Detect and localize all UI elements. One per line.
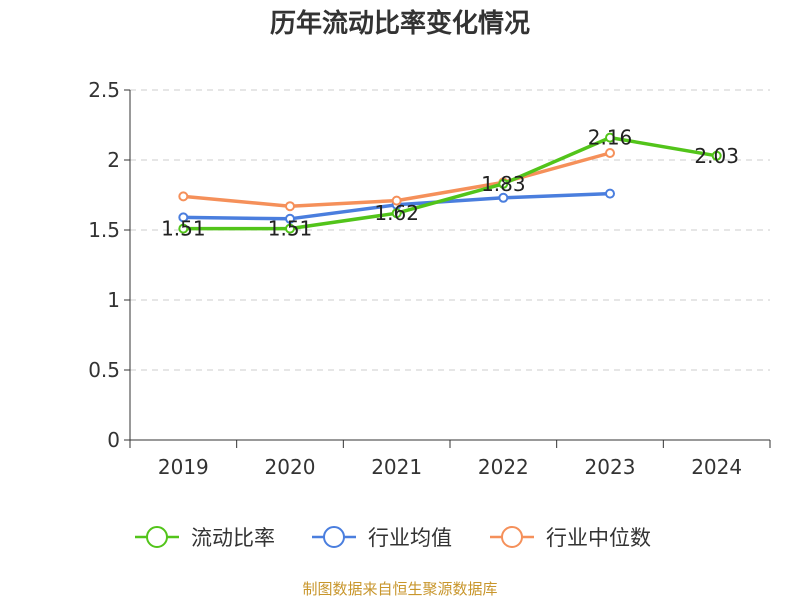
data-point xyxy=(285,201,295,212)
legend-item-2[interactable]: 行业中位数 xyxy=(490,526,651,550)
series-line-0 xyxy=(183,135,717,231)
grid-lines xyxy=(130,89,770,371)
y-tick-label: 1.5 xyxy=(88,218,120,242)
y-tick-label: 0.5 xyxy=(88,358,120,382)
data-point xyxy=(498,192,509,203)
legend-marker xyxy=(501,526,523,548)
data-point xyxy=(498,178,509,189)
data-point xyxy=(178,223,189,234)
data-point xyxy=(605,148,615,158)
x-tick-label: 2022 xyxy=(478,455,529,479)
legend-marker xyxy=(323,526,345,548)
data-label: 2.16 xyxy=(588,126,633,150)
data-label: 1.83 xyxy=(481,172,526,196)
y-tick-label: 2 xyxy=(107,148,120,172)
legend-label: 行业中位数 xyxy=(546,526,651,550)
data-label: 1.62 xyxy=(374,201,419,225)
x-tick-label: 2024 xyxy=(691,455,742,479)
axes: 0 0.5 1 1.5 2 2.5 2019 2020 2021 2022 2023 2024 xyxy=(88,78,771,479)
data-point xyxy=(285,223,295,234)
data-point xyxy=(711,150,722,161)
y-tick-label: 1 xyxy=(107,288,120,312)
x-tick-label: 2019 xyxy=(158,455,209,479)
y-tick-label: 2.5 xyxy=(88,78,120,102)
data-point xyxy=(285,213,295,224)
data-label: 2.03 xyxy=(694,144,739,168)
y-tick-label: 0 xyxy=(107,428,120,452)
chart-title: 历年流动比率变化情况 xyxy=(270,8,530,39)
legend-item-0[interactable]: 流动比率 xyxy=(135,526,275,550)
legend-label: 行业均值 xyxy=(368,526,452,550)
data-label: 1.51 xyxy=(161,217,206,241)
x-tick-label: 2023 xyxy=(585,455,636,479)
data-point xyxy=(178,212,189,223)
legend[interactable]: 流动比率 行业均值 行业中位数 xyxy=(135,526,651,550)
data-point xyxy=(178,191,189,202)
data-point xyxy=(605,188,615,199)
data-point xyxy=(605,132,615,143)
legend-marker xyxy=(146,526,168,548)
series-lines xyxy=(178,132,722,234)
data-labels: 1.51 1.51 1.62 1.83 2.16 2.03 xyxy=(161,126,739,241)
x-tick-label: 2021 xyxy=(371,455,422,479)
legend-label: 流动比率 xyxy=(191,526,275,550)
x-tick-label: 2020 xyxy=(265,455,316,479)
source-note: 制图数据来自恒生聚源数据库 xyxy=(302,580,497,598)
legend-item-1[interactable]: 行业均值 xyxy=(312,526,452,550)
data-point xyxy=(391,195,402,206)
data-label: 1.51 xyxy=(268,217,313,241)
data-point xyxy=(391,208,402,219)
